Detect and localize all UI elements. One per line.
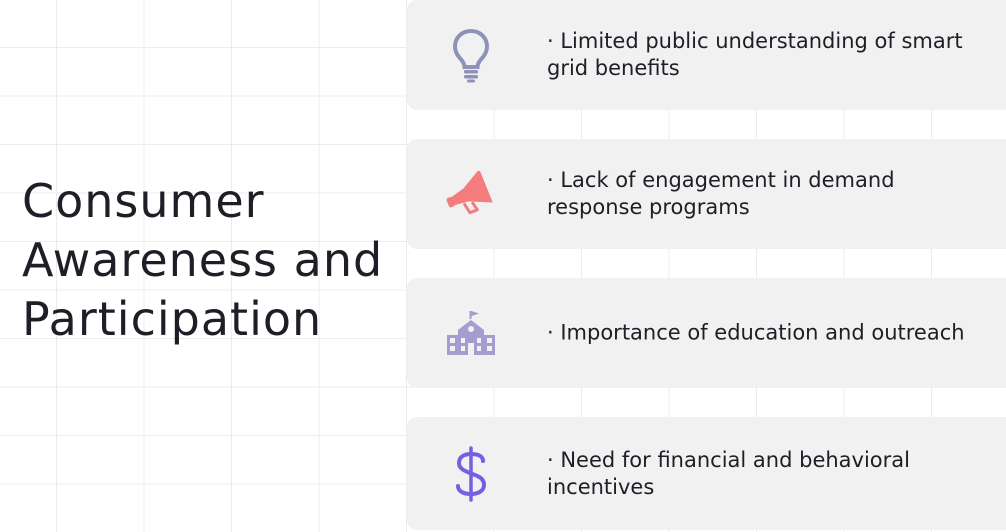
point-text: · Importance of education and outreach — [547, 320, 965, 345]
point-text: · Need for financial and behavioral ince… — [547, 447, 910, 499]
point-card-education: · Importance of education and outreach — [407, 278, 1006, 388]
slide-title: Consumer Awareness and Participation — [22, 174, 384, 346]
lightbulb-icon — [443, 27, 499, 83]
dollar-icon — [443, 445, 499, 502]
point-text: · Limited public understanding of smart … — [547, 29, 963, 80]
school-icon — [443, 305, 499, 361]
point-card-public-understanding: · Limited public understanding of smart … — [407, 0, 1006, 110]
point-card-incentives: · Need for financial and behavioral ince… — [407, 417, 1006, 530]
megaphone-icon — [443, 166, 499, 222]
point-text: · Lack of engagement in demand response … — [547, 168, 895, 219]
point-card-demand-response: · Lack of engagement in demand response … — [407, 139, 1006, 249]
